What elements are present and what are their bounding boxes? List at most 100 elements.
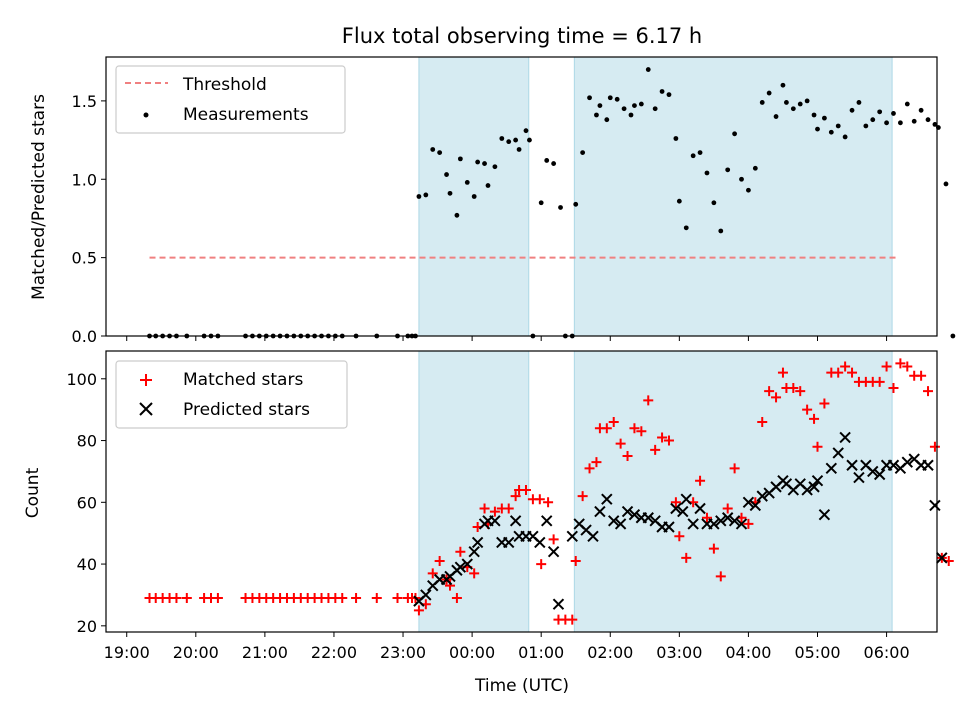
legend-matched-swatch — [140, 374, 152, 386]
matched-star-marker — [802, 404, 813, 415]
matched-star-marker — [929, 441, 940, 452]
predicted-star-marker — [687, 518, 699, 530]
matched-star-marker — [663, 435, 674, 446]
matched-star-marker — [701, 512, 712, 523]
measurement-point — [711, 200, 717, 206]
matched-star-marker — [534, 494, 545, 505]
measurement-point — [856, 100, 862, 105]
matched-star-marker — [923, 386, 934, 397]
measurement-point — [704, 170, 710, 176]
measurement-point — [835, 123, 841, 129]
matched-star-marker — [722, 503, 733, 514]
matched-star-marker — [434, 555, 445, 566]
matched-star-marker — [591, 457, 602, 468]
measurement-point — [911, 118, 917, 124]
x-tick-label: 00:00 — [449, 643, 495, 662]
y-tick-label: 1.5 — [72, 92, 97, 111]
matched-star-marker — [520, 484, 531, 495]
measurement-point — [918, 107, 924, 113]
y-tick-label: 0.5 — [72, 249, 97, 268]
measurement-point — [746, 187, 751, 193]
measurement-point — [780, 82, 786, 88]
measurement-point — [676, 198, 682, 204]
predicted-star-marker — [489, 515, 501, 527]
measurement-point — [766, 90, 772, 96]
predicted-star-marker — [749, 499, 762, 512]
top-legend: Threshold Measurements — [115, 65, 346, 134]
predicted-star-marker — [801, 484, 813, 496]
top-legend-frame — [115, 65, 346, 134]
bottom-panel: 20 40 60 80 100 19:00 20:00 21:00 22:00 23:00 00:… — [23, 350, 954, 696]
measurement-point — [673, 136, 679, 141]
measurement-point — [828, 129, 834, 135]
measurement-point — [607, 95, 613, 101]
predicted-star-marker — [677, 505, 689, 518]
bottom-observing-windows — [418, 350, 893, 633]
measurement-point — [604, 117, 610, 123]
predicted-star-marker — [728, 515, 741, 527]
matched-star-marker — [881, 361, 892, 372]
y-tick-label: 20 — [77, 617, 97, 636]
matched-star-marker — [670, 497, 681, 508]
x-tick-label: 23:00 — [380, 643, 426, 662]
measurement-point — [638, 101, 644, 107]
predicted-star-marker — [628, 508, 641, 521]
predicted-star-marker — [471, 536, 484, 549]
predicted-star-marker — [818, 508, 831, 521]
predicted-star-marker — [566, 530, 578, 542]
measurement-point — [485, 183, 491, 188]
predicted-star-marker — [853, 471, 865, 484]
measurement-point — [932, 121, 938, 127]
matched-star-marker — [681, 552, 692, 563]
matched-star-marker — [469, 568, 480, 579]
matched-star-marker — [695, 475, 706, 486]
predicted-star-marker — [867, 465, 879, 478]
matched-star-marker — [764, 386, 775, 397]
matched-star-marker — [650, 444, 661, 455]
measurement-point — [697, 150, 703, 156]
predicted-star-marker — [420, 589, 432, 601]
measurement-point — [950, 333, 956, 339]
matched-star-marker — [895, 358, 906, 369]
measurement-point — [506, 139, 512, 145]
matched-star-marker — [548, 534, 559, 545]
x-tick-label: 22:00 — [311, 643, 357, 662]
y-tick-label: 40 — [77, 555, 97, 574]
matched-star-marker — [181, 593, 192, 604]
matched-star-marker — [601, 423, 612, 434]
top-y-axis-label: Matched/Predicted stars — [29, 94, 49, 300]
measurement-point — [457, 156, 463, 162]
matched-star-marker — [392, 593, 403, 604]
predicted-star-marker — [468, 546, 480, 558]
measurement-point — [652, 106, 658, 112]
top-y-ticks: 0.0 0.5 1.0 1.5 — [72, 92, 106, 346]
measurement-point — [797, 101, 803, 107]
measurement-point — [804, 98, 810, 104]
matched-star-marker — [840, 361, 851, 372]
top-observing-windows — [418, 56, 893, 337]
measurement-point — [587, 95, 592, 101]
measurement-point — [683, 225, 689, 231]
measurement-point — [759, 100, 765, 105]
measurement-point — [718, 228, 724, 234]
matched-star-marker — [171, 593, 182, 604]
matched-star-marker — [567, 614, 578, 625]
y-tick-label: 0.0 — [72, 327, 97, 346]
measurement-point — [897, 120, 903, 126]
matched-star-marker — [771, 392, 782, 403]
matched-star-marker — [643, 395, 654, 406]
x-tick-label: 20:00 — [173, 643, 219, 662]
measurement-point — [842, 134, 848, 140]
matched-star-marker — [615, 438, 626, 449]
measurement-point — [594, 112, 599, 118]
matched-star-marker — [371, 593, 382, 604]
predicted-star-marker — [509, 515, 522, 527]
measurement-point — [666, 92, 672, 98]
predicted-star-marker — [825, 462, 838, 475]
measurement-point — [739, 176, 744, 182]
predicted-star-marker — [735, 518, 748, 530]
matched-star-marker — [503, 503, 514, 514]
measurement-point — [815, 126, 820, 132]
matched-star-marker — [916, 370, 927, 381]
measurement-point — [482, 161, 487, 166]
